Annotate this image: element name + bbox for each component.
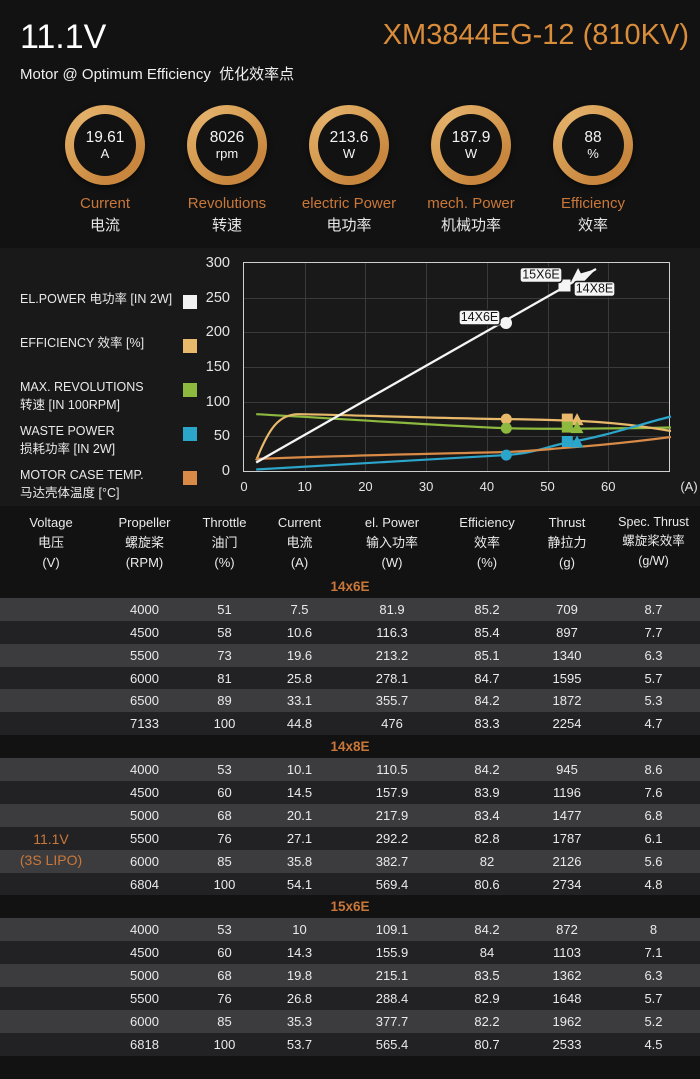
svg-text:15X6E: 15X6E xyxy=(522,267,560,281)
svg-text:14X8E: 14X8E xyxy=(576,281,614,295)
svg-text:14X6E: 14X6E xyxy=(461,310,499,324)
